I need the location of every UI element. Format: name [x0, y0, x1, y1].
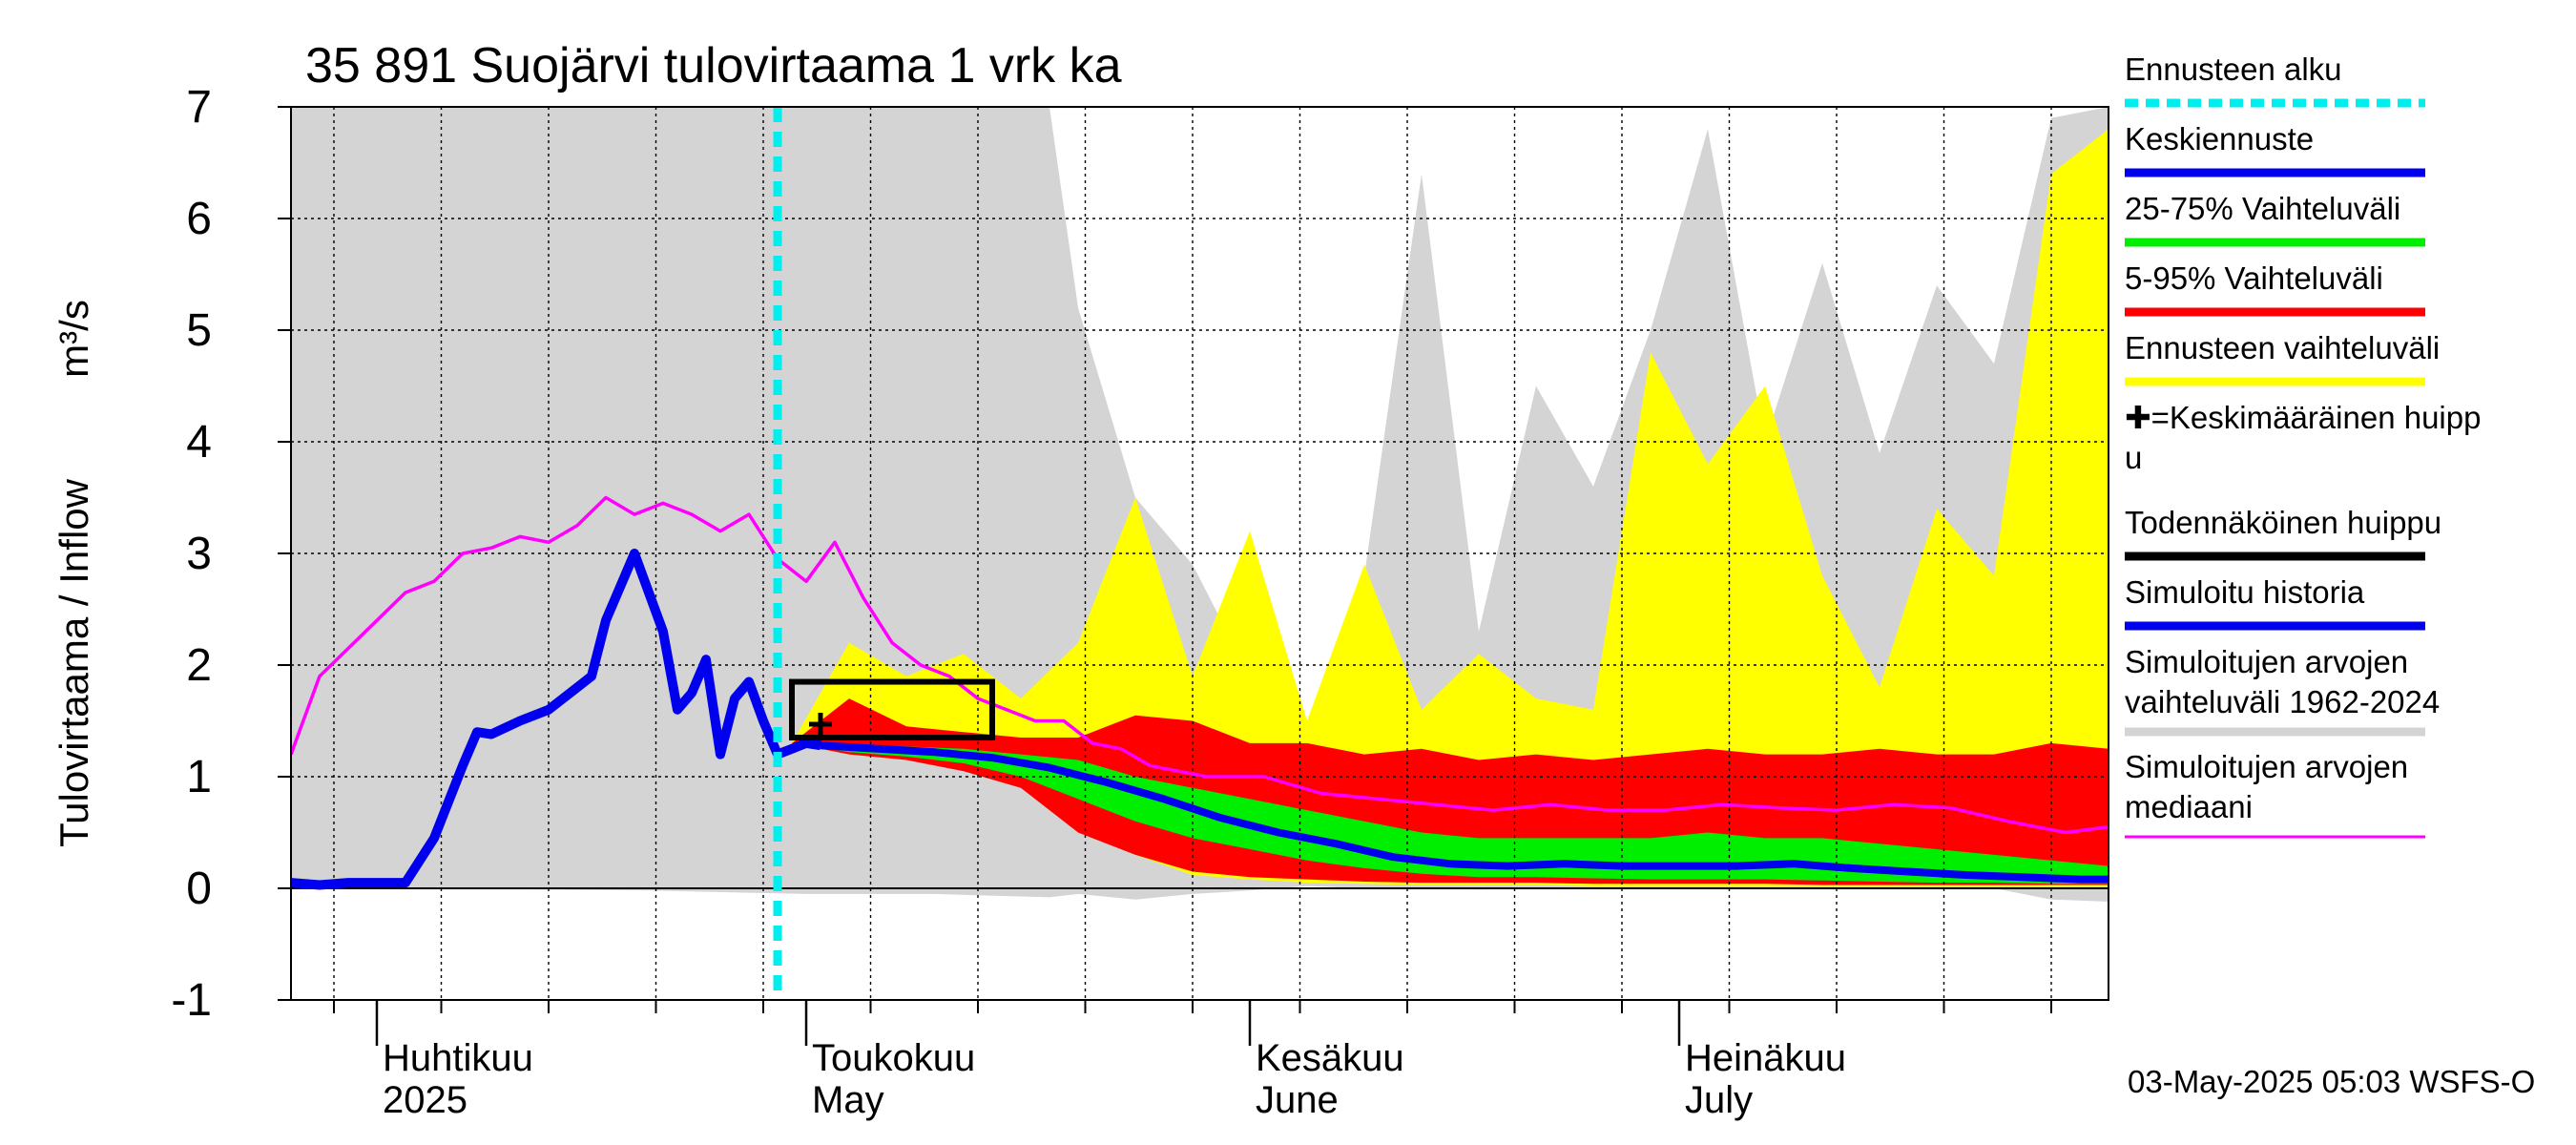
band-3 [792, 742, 2109, 885]
month-label-en: May [812, 1079, 884, 1121]
month-label-fi: Toukokuu [812, 1037, 975, 1079]
series-line-0 [291, 549, 821, 890]
legend-label-8: Simuloitujen arvojen [2125, 644, 2408, 679]
plot-clip-group [291, 107, 2109, 1000]
y-tick-label: 5 [186, 305, 212, 356]
legend-label-8-line2: vaihteluväli 1962-2024 [2125, 684, 2440, 719]
month-label-fi: Heinäkuu [1685, 1037, 1846, 1079]
month-label-en: July [1685, 1079, 1753, 1121]
legend-label-4: Ennusteen vaihteluväli [2125, 330, 2440, 365]
y-tick-label: 3 [186, 529, 212, 579]
legend-label-1: Keskiennuste [2125, 121, 2314, 156]
y-tick-label: 4 [186, 417, 212, 468]
legend-label-6: Todennäköinen huippu [2125, 505, 2441, 540]
mean-peak-marker [809, 713, 832, 737]
y-tick-label: -1 [171, 975, 212, 1026]
legend: Ennusteen alku Keskiennuste 25-75% Vaihtel… [2125, 52, 2481, 839]
legend-label-5-line2: u [2125, 440, 2142, 475]
legend-label-7: Simuloitu historia [2125, 574, 2365, 610]
y-tick-label: 7 [186, 82, 212, 133]
y-tick-label: 0 [186, 864, 212, 914]
month-label-en: 2025 [383, 1079, 467, 1121]
month-label-fi: Huhtikuu [383, 1037, 533, 1079]
legend-label-3: 5-95% Vaihteluväli [2125, 260, 2383, 296]
month-label-en: June [1256, 1079, 1339, 1121]
y-tick-label: 6 [186, 194, 212, 244]
plot-area [291, 107, 2109, 1000]
month-label-fi: Kesäkuu [1256, 1037, 1404, 1079]
legend-label-9: Simuloitujen arvojen [2125, 749, 2408, 784]
timestamp-label: 03-May-2025 05:03 WSFS-O [2128, 1064, 2535, 1099]
band-1 [792, 129, 2109, 886]
y-axis-unit: m³/s [52, 300, 96, 378]
legend-label-2: 25-75% Vaihteluväli [2125, 191, 2400, 226]
y-tick-label: 2 [186, 640, 212, 691]
legend-label-5: ✚=Keskimääräinen huipp [2125, 400, 2481, 435]
y-tick-label: 1 [186, 752, 212, 802]
legend-label-0: Ennusteen alku [2125, 52, 2342, 87]
y-axis-label: Tulovirtaama / Inflow [52, 478, 96, 847]
legend-label-9-line2: mediaani [2125, 789, 2253, 824]
series-line-2 [291, 495, 2109, 835]
series-line-1 [820, 741, 2109, 884]
chart-title: 35 891 Suojärvi tulovirtaama 1 vrk ka [305, 38, 1122, 94]
probable-peak-box [789, 678, 995, 741]
